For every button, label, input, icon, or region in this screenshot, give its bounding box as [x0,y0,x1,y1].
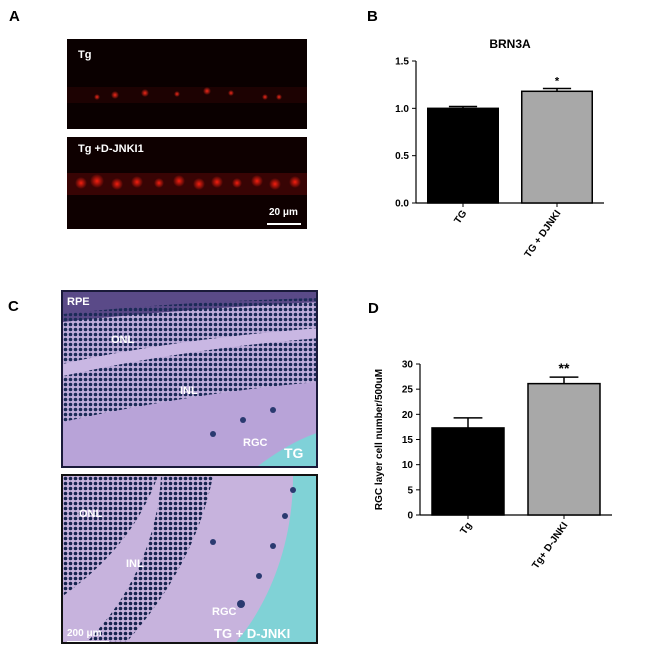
significance-marker-1: ** [559,360,570,376]
y-tick-label: 1.0 [395,104,409,115]
y-axis-label: RGC layer cell number/500uM [374,369,385,510]
fluorescence-image-tg: Tg [67,39,307,129]
fluorescence-image-tg-djnki1: Tg +D-JNKI1 20 μm [67,137,307,229]
y-tick-label: 0.5 [395,151,409,162]
layer-label-rgc-treated: RGC [212,606,237,618]
panel-letter-a: A [9,8,20,25]
x-tick-label-0: Tg [458,520,474,536]
layer-label-rgc: RGC [243,437,268,449]
chart-title: BRN3A [489,37,531,51]
scale-bar-histology-label: 200 μm [67,628,102,639]
bar-0 [431,427,505,516]
y-tick-label: 15 [402,435,414,446]
image-label-tg-djnki1: Tg +D-JNKI1 [78,143,144,155]
panel-letter-b: B [367,8,378,25]
scale-bar [267,223,301,225]
bar-0 [427,107,499,204]
bar-1 [521,90,593,204]
y-tick-label: 10 [402,460,414,471]
layer-label-inl-treated: INL [126,558,144,570]
panel-letter-c: C [8,298,19,315]
bar-1 [527,382,601,516]
chart-brn3a: BRN3A 0.0 0.5 1.0 1.5 TG * TG + DJNKI [395,37,604,260]
y-tick-label: 25 [402,385,414,396]
y-tick-label: 30 [402,360,414,371]
layer-label-onl: ONL [111,334,135,346]
x-tick-label-1: TG + DJNKI [523,208,564,260]
y-tick-label: 5 [407,485,413,496]
chart-rgc-cell-number: RGC layer cell number/500uM 0 5 10 15 20 25 30 T… [374,360,612,571]
histology-image-tg-djnki: ONL INL RGC TG + D-JNKI 200 μm [61,474,318,644]
condition-label-tg: TG [284,445,304,461]
y-tick-label: 1.5 [395,57,409,68]
layer-label-rpe: RPE [67,296,90,308]
x-tick-label-0: TG [452,208,469,226]
significance-marker-1: * [555,75,560,87]
panel-letter-d: D [368,300,379,317]
condition-label-tg-djnki: TG + D-JNKI [214,626,291,641]
scale-bar-label: 20 μm [269,207,298,218]
layer-label-inl: INL [180,385,198,397]
scale-bar-histology [67,641,109,642]
y-tick-label: 20 [402,410,414,421]
layer-label-onl-treated: ONL [79,508,103,520]
histology-image-tg: RPE ONL INL RGC TG [61,290,318,468]
y-tick-label: 0 [407,511,413,522]
image-label-tg: Tg [78,49,92,61]
y-tick-label: 0.0 [395,199,409,210]
x-tick-label-1: Tg+ D-JNKI [530,520,570,571]
